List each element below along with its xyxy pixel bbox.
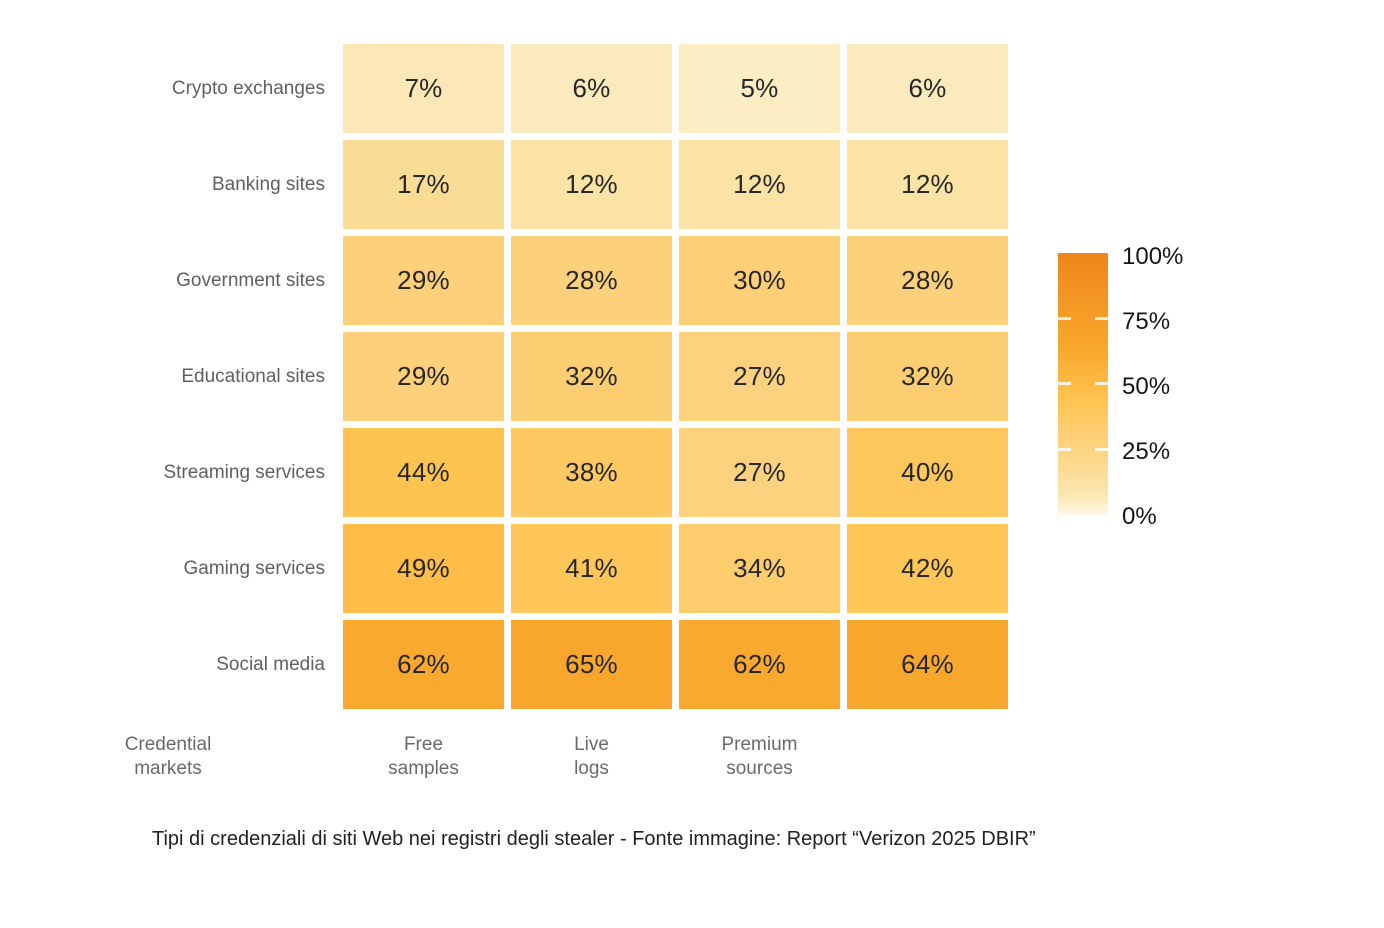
- heatmap-cell: 65%: [511, 620, 672, 709]
- row-label: Streaming services: [163, 461, 325, 483]
- legend-tick-mark: [1095, 382, 1108, 385]
- heatmap-cell: 42%: [847, 524, 1008, 613]
- legend-tick-label: 50%: [1122, 373, 1171, 400]
- heatmap-cell: 49%: [343, 524, 504, 613]
- row-label: Crypto exchanges: [171, 77, 325, 99]
- heatmap-cell: 38%: [511, 428, 672, 517]
- legend-tick-mark: [1095, 317, 1108, 320]
- heatmap-cell: 12%: [847, 140, 1008, 229]
- heatmap-cell: 28%: [511, 236, 672, 325]
- legend-tick-mark: [1058, 448, 1071, 451]
- heatmap-cell: 6%: [847, 44, 1008, 133]
- legend-tick-label: 100%: [1122, 243, 1184, 270]
- heatmap-cell: 41%: [511, 524, 672, 613]
- heatmap-cell: 30%: [679, 236, 840, 325]
- heatmap-cell: 44%: [343, 428, 504, 517]
- heatmap-cell: 27%: [679, 332, 840, 421]
- heatmap-grid: Crypto exchanges 7% 6% 5% 6% Banking sites 17%…: [0, 44, 1008, 805]
- column-label: Credential markets: [124, 734, 212, 779]
- row-label: Social media: [216, 653, 325, 675]
- heatmap-cell: 29%: [343, 236, 504, 325]
- heatmap-cell: 64%: [847, 620, 1008, 709]
- column-label: Premium sources: [721, 734, 798, 779]
- row-label: Government sites: [176, 269, 325, 291]
- row-label: Gaming services: [183, 557, 326, 579]
- column-label: Live logs: [574, 734, 609, 779]
- row-label: Educational sites: [181, 365, 325, 387]
- color-legend: 100% 75% 50% 25% 0%: [1058, 243, 1183, 530]
- heatmap-cell: 6%: [511, 44, 672, 133]
- legend-tick-mark: [1058, 382, 1071, 385]
- heatmap-cell: 32%: [511, 332, 672, 421]
- heatmap-cell: 28%: [847, 236, 1008, 325]
- grid-corner-spacer: [847, 716, 1008, 805]
- heatmap-cell: 62%: [343, 620, 504, 709]
- legend-tick-label: 75%: [1122, 308, 1171, 335]
- legend-gradient-bar: [1058, 253, 1108, 515]
- heatmap-cell: 29%: [343, 332, 504, 421]
- legend-tick-mark: [1095, 448, 1108, 451]
- legend-tick-mark: [1058, 317, 1071, 320]
- heatmap-cell: 32%: [847, 332, 1008, 421]
- heatmap-cell: 12%: [511, 140, 672, 229]
- heatmap-cell: 62%: [679, 620, 840, 709]
- column-label: Free samples: [388, 734, 459, 779]
- figure-caption: Tipi di credenziali di siti Web nei regi…: [152, 828, 1036, 850]
- row-label: Banking sites: [211, 173, 325, 195]
- legend-tick-label: 0%: [1122, 503, 1157, 530]
- heatmap-cell: 40%: [847, 428, 1008, 517]
- heatmap-cell: 5%: [679, 44, 840, 133]
- heatmap-cell: 27%: [679, 428, 840, 517]
- heatmap-cell: 12%: [679, 140, 840, 229]
- heatmap-cell: 34%: [679, 524, 840, 613]
- legend-tick-label: 25%: [1122, 438, 1171, 465]
- heatmap-cell: 7%: [343, 44, 504, 133]
- heatmap-cell: 17%: [343, 140, 504, 229]
